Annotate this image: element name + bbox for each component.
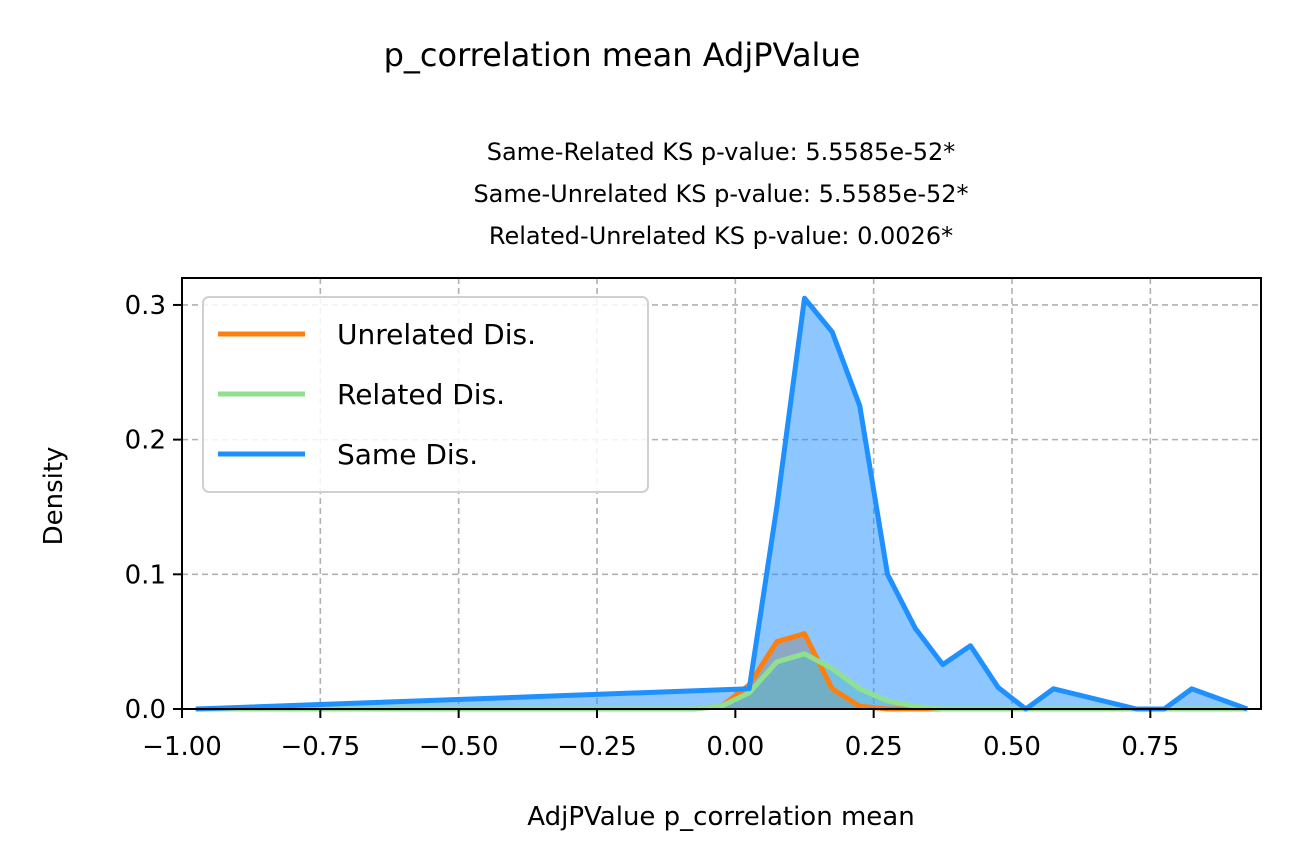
legend-label-same-dis: Same Dis. [337, 438, 478, 471]
x-tick-label: −1.00 [142, 732, 222, 762]
plot-area-frame [181, 277, 1262, 710]
x-tick-label: 0.25 [845, 732, 903, 762]
x-tick-label: 0.50 [983, 732, 1041, 762]
legend-label-unrelated-dis: Unrelated Dis. [337, 318, 536, 351]
chart-subtitle-line-3: Related-Unrelated KS p-value: 0.0026* [489, 222, 953, 250]
legend: Unrelated Dis. Related Dis. Same Dis. [202, 296, 649, 493]
x-tick-label: −0.25 [557, 732, 637, 762]
chart-subtitle-line-2: Same-Unrelated KS p-value: 5.5585e-52* [473, 180, 968, 208]
x-tick-label: 0.75 [1121, 732, 1179, 762]
chart-subtitle-line-1: Same-Related KS p-value: 5.5585e-52* [487, 138, 956, 166]
x-axis-ticks: −1.00 −0.75 −0.50 −0.25 0.00 0.25 0.50 0.75 [142, 709, 1179, 762]
x-axis-label: AdjPValue p_correlation mean [527, 802, 914, 832]
x-tick-label: 0.00 [706, 732, 764, 762]
y-tick-label: 0.0 [125, 695, 166, 725]
y-axis-label: Density [39, 447, 69, 546]
legend-box [202, 296, 649, 493]
x-tick-label: −0.75 [280, 732, 360, 762]
y-tick-label: 0.1 [125, 560, 166, 590]
series-line-related-dis [195, 651, 1248, 712]
x-tick-label: −0.50 [419, 732, 499, 762]
legend-label-related-dis: Related Dis. [337, 378, 505, 411]
y-tick-label: 0.3 [125, 291, 166, 321]
y-axis-ticks: 0.0 0.1 0.2 0.3 [125, 291, 182, 725]
y-tick-label: 0.2 [125, 426, 166, 456]
chart-title: p_correlation mean AdjPValue [384, 36, 861, 74]
